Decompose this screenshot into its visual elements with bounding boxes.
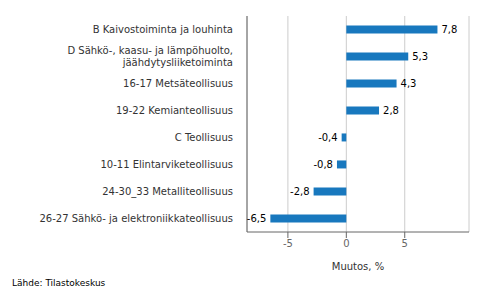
svg-text:D Sähkö-, kaasu- ja lämpöhuolt: D Sähkö-, kaasu- ja lämpöhuolto,jäähdyty… bbox=[67, 45, 233, 68]
svg-text:-6,5: -6,5 bbox=[247, 213, 267, 224]
svg-text:-2,8: -2,8 bbox=[290, 186, 310, 197]
svg-text:B Kaivostoiminta ja louhinta: B Kaivostoiminta ja louhinta bbox=[93, 24, 233, 35]
svg-text:Muutos, %: Muutos, % bbox=[332, 261, 384, 272]
svg-text:5,3: 5,3 bbox=[412, 51, 428, 62]
html-text:Lähde: Tilastokeskus: Lähde: Tilastokeskus bbox=[12, 278, 106, 288]
svg-text:5: 5 bbox=[402, 238, 408, 249]
svg-text:4,3: 4,3 bbox=[401, 78, 417, 89]
svg-text:7,8: 7,8 bbox=[441, 24, 457, 35]
svg-text:2,8: 2,8 bbox=[383, 105, 399, 116]
svg-text:C Teollisuus: C Teollisuus bbox=[175, 132, 233, 143]
svg-text:19-22 Kemianteollisuus: 19-22 Kemianteollisuus bbox=[116, 105, 233, 116]
svg-text:-5: -5 bbox=[283, 238, 293, 249]
svg-text:16-17 Metsäteollisuus: 16-17 Metsäteollisuus bbox=[123, 78, 233, 89]
svg-text:0: 0 bbox=[343, 238, 349, 249]
svg-text:24-30_33 Metalliteollisuus: 24-30_33 Metalliteollisuus bbox=[102, 186, 233, 198]
svg-text:26-27 Sähkö- ja elektroniikkat: 26-27 Sähkö- ja elektroniikkateollisuus bbox=[39, 213, 233, 224]
svg-text:-0,8: -0,8 bbox=[313, 159, 333, 170]
svg-text:10-11 Elintarviketeollisuus: 10-11 Elintarviketeollisuus bbox=[100, 159, 233, 170]
svg-text:-0,4: -0,4 bbox=[318, 132, 338, 143]
